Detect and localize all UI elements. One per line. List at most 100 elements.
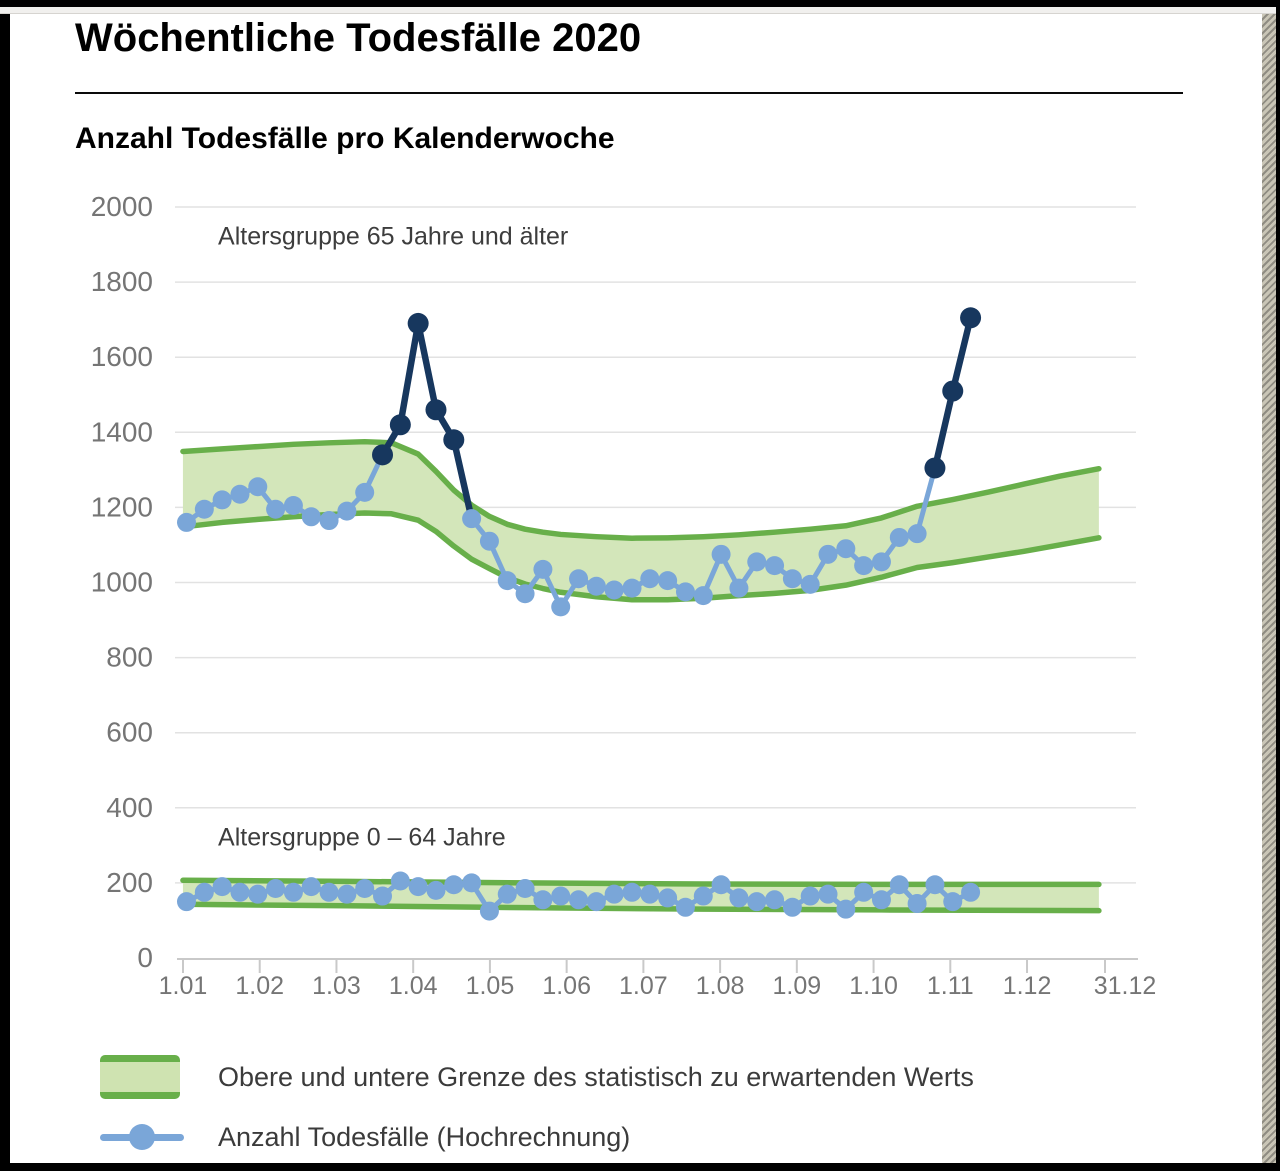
data-point [479,531,499,551]
data-point [960,307,982,329]
data-point [925,875,945,895]
deaths-line-swatch [100,1116,184,1158]
data-point [693,586,713,606]
data-point [782,897,802,917]
data-point [604,580,624,600]
line-swatch-marker-icon [129,1124,155,1150]
data-point [729,888,749,908]
data-point [569,890,589,910]
data-point [924,457,946,479]
data-point [854,882,874,902]
y-tick-label: 800 [106,642,153,673]
data-point [497,884,517,904]
page-title: Wöchentliche Todesfälle 2020 [75,16,642,60]
top-border-bar [0,0,1280,7]
data-point [533,890,553,910]
data-point [800,886,820,906]
data-point [711,875,731,895]
x-tick-label: 1.08 [696,972,745,1000]
data-point [444,875,464,895]
data-point [212,877,232,897]
data-point [675,582,695,602]
right-border-bar [1276,7,1280,1171]
data-point [515,879,535,899]
data-point [283,882,303,902]
data-point [836,899,856,919]
data-point [194,882,214,902]
x-tick-label: 1.07 [619,972,668,1000]
data-point [319,511,339,531]
data-point [407,312,429,334]
x-tick-label: 1.12 [1003,972,1052,1000]
y-tick-label: 1000 [91,567,153,598]
x-tick-label: 1.03 [312,972,361,1000]
data-point [515,584,535,604]
legend-item-expected-range: Obere und untere Grenze des statistisch … [100,1054,974,1100]
x-tick-label: 31.12 [1094,972,1157,1000]
data-point [569,569,589,589]
data-point [729,578,749,598]
data-point [462,873,482,893]
data-point [497,571,517,591]
legend-label-expected-range: Obere und untere Grenze des statistisch … [218,1061,974,1092]
data-point [604,884,624,904]
data-point [640,884,660,904]
y-tick-label: 0 [137,942,153,973]
data-point [711,544,731,564]
data-point [194,499,214,519]
data-point [871,890,891,910]
chart-subtitle: Anzahl Todesfälle pro Kalenderwoche [75,122,615,155]
data-point [266,499,286,519]
data-point [248,477,268,497]
y-axis-labels: 0 200 400 600 800 1000 1200 1400 1600 1800 2000 [91,191,153,973]
data-point [319,882,339,902]
series-0 [177,307,982,617]
data-point [425,399,447,421]
y-tick-label: 1200 [91,491,153,522]
data-point [907,524,927,544]
data-point [622,882,642,902]
weekly-deaths-chart: 1.01 1.02 1.03 1.04 1.05 1.06 1.07 1.08 1.09 1.10… [91,191,1157,1000]
data-point [389,414,411,436]
data-point [479,901,499,921]
data-point [248,884,268,904]
data-point [337,884,357,904]
data-point [943,892,963,912]
x-tick-label: 1.04 [389,972,438,1000]
data-point [355,879,375,899]
data-point [907,894,927,914]
data-point [266,879,286,899]
data-point [301,877,321,897]
data-point [301,507,321,527]
data-point [177,512,196,532]
data-point [658,888,678,908]
left-border-bar [0,14,10,1163]
expected-range-swatch [100,1055,180,1099]
y-tick-label: 400 [106,792,153,823]
series-1 [177,871,981,921]
data-point [462,509,482,529]
data-point [942,380,964,402]
x-tick-label: 1.05 [466,972,515,1000]
data-point [889,527,909,547]
data-point [961,882,981,902]
data-point [871,552,891,572]
data-point [230,882,250,902]
x-tick-label: 1.09 [773,972,822,1000]
y-tick-label: 1400 [91,416,153,447]
data-point [658,571,678,591]
data-point [426,880,446,900]
data-point [212,490,232,510]
x-tick-label: 1.02 [235,972,284,1000]
data-point [889,875,909,895]
data-point [693,886,713,906]
data-point [836,539,856,559]
data-point [818,884,838,904]
data-point [782,569,802,589]
data-point [765,556,785,576]
x-tick-label: 1.01 [159,972,208,1000]
data-point [355,482,375,502]
data-point [337,501,357,521]
x-tick-label: 1.10 [849,972,898,1000]
